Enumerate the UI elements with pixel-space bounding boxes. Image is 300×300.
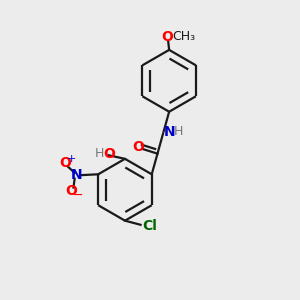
Text: −: − <box>72 189 83 202</box>
Text: N: N <box>71 168 83 182</box>
Text: Cl: Cl <box>142 219 157 233</box>
Text: CH₃: CH₃ <box>172 30 195 44</box>
Text: H: H <box>173 125 183 138</box>
Text: O: O <box>132 140 144 154</box>
Text: N: N <box>164 125 175 139</box>
Text: O: O <box>59 156 71 170</box>
Text: O: O <box>103 147 115 161</box>
Text: O: O <box>65 184 77 198</box>
Text: O: O <box>162 30 174 44</box>
Text: H: H <box>95 147 104 160</box>
Text: +: + <box>66 154 76 164</box>
